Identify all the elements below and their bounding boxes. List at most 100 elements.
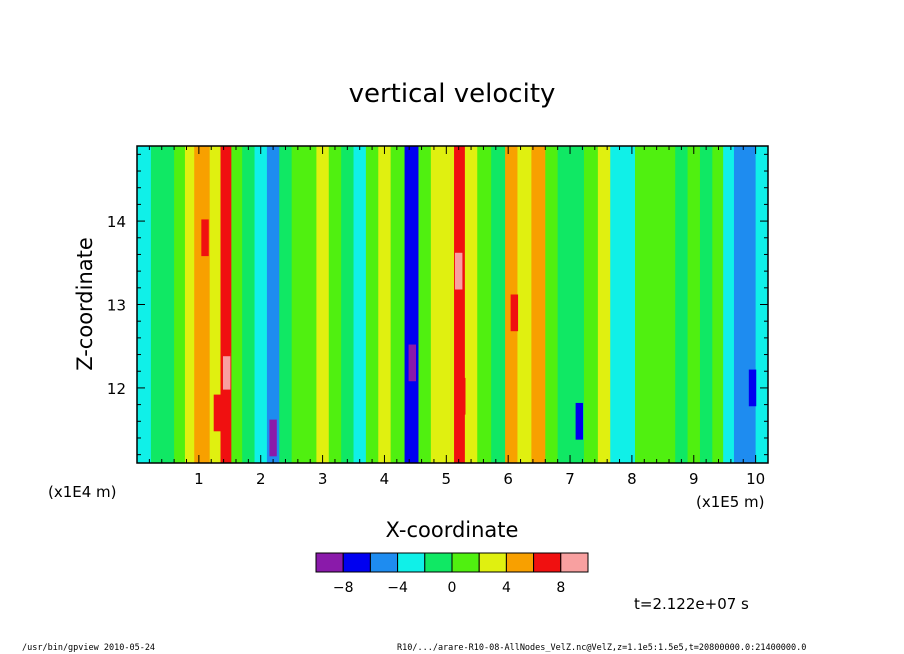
heatmap-column bbox=[622, 146, 636, 463]
heatmap-column bbox=[150, 146, 163, 463]
heatmap-column bbox=[174, 146, 186, 463]
colorbar-swatch bbox=[560, 552, 589, 573]
heatmap-field bbox=[137, 146, 768, 463]
heatmap-column bbox=[220, 146, 232, 463]
heatmap-column bbox=[477, 146, 492, 463]
heatmap-column bbox=[254, 146, 268, 463]
colorbar-swatch bbox=[315, 552, 344, 573]
x-axis-ticks: 1 2 3 4 5 6 7 8 9 10 bbox=[148, 146, 769, 488]
heatmap-column bbox=[454, 146, 466, 463]
heatmap-cell bbox=[575, 402, 584, 440]
heatmap-cell bbox=[454, 252, 463, 290]
colorbar-label: −8 bbox=[333, 580, 354, 596]
chart-title: vertical velocity bbox=[349, 79, 556, 109]
colorbar-labels: −8 −4 0 4 8 bbox=[333, 580, 565, 596]
heatmap-column bbox=[583, 146, 599, 463]
heatmap-column bbox=[404, 146, 419, 463]
heatmap-column bbox=[378, 146, 392, 463]
footer-right: R10/.../arare-R10-08-AllNodes_VelZ.nc@Ve… bbox=[397, 643, 806, 653]
x-tick-label: 5 bbox=[442, 470, 452, 488]
heatmap-column bbox=[365, 146, 379, 463]
heatmap-column bbox=[201, 146, 211, 463]
y-axis-label: Z-coordinate bbox=[73, 237, 97, 371]
heatmap-column bbox=[491, 146, 506, 463]
colorbar-swatch bbox=[397, 552, 426, 573]
heatmap-column bbox=[266, 146, 280, 463]
colorbar-swatch bbox=[342, 552, 371, 573]
y-scale-label: (x1E4 m) bbox=[48, 483, 117, 501]
heatmap-column bbox=[570, 146, 585, 463]
x-tick-label: 3 bbox=[318, 470, 328, 488]
heatmap-column bbox=[279, 146, 293, 463]
heatmap-cell bbox=[269, 419, 277, 457]
heatmap-column bbox=[531, 146, 546, 463]
colorbar bbox=[315, 552, 589, 573]
heatmap-column bbox=[209, 146, 222, 463]
x-tick-label: 10 bbox=[746, 470, 765, 488]
x-tick-label: 8 bbox=[627, 470, 637, 488]
heatmap-column bbox=[353, 146, 367, 463]
colorbar-swatch bbox=[451, 552, 480, 573]
x-tick-label: 6 bbox=[503, 470, 513, 488]
heatmap-cell bbox=[458, 377, 466, 415]
heatmap-column bbox=[328, 146, 342, 463]
heatmap-column bbox=[316, 146, 330, 463]
x-tick-label: 2 bbox=[256, 470, 266, 488]
heatmap-column bbox=[557, 146, 571, 463]
heatmap-column bbox=[517, 146, 532, 463]
heatmap-cell bbox=[748, 369, 757, 407]
heatmap-column bbox=[699, 146, 713, 463]
x-tick-label: 1 bbox=[194, 470, 204, 488]
heatmap-column bbox=[430, 146, 444, 463]
heatmap-column bbox=[662, 146, 676, 463]
heatmap-column bbox=[341, 146, 355, 463]
colorbar-swatch bbox=[505, 552, 535, 573]
y-tick-label: 12 bbox=[107, 380, 126, 398]
heatmap-column bbox=[545, 146, 559, 463]
heatmap-column bbox=[231, 146, 243, 463]
heatmap-cell bbox=[408, 344, 417, 382]
heatmap-column bbox=[161, 146, 175, 463]
heatmap-column bbox=[184, 146, 195, 463]
heatmap-column bbox=[291, 146, 305, 463]
heatmap-column bbox=[634, 146, 650, 463]
heatmap-column bbox=[443, 146, 455, 463]
colorbar-swatch bbox=[478, 552, 507, 573]
y-tick-label: 13 bbox=[107, 297, 126, 315]
heatmap-column bbox=[723, 146, 735, 463]
heatmap-cells bbox=[201, 219, 757, 457]
x-tick-label: 4 bbox=[380, 470, 390, 488]
heatmap-column bbox=[194, 146, 203, 463]
colorbar-label: 0 bbox=[448, 580, 457, 596]
colorbar-label: 4 bbox=[502, 580, 511, 596]
heatmap-column bbox=[464, 146, 478, 463]
heatmap-column bbox=[648, 146, 664, 463]
heatmap-column bbox=[304, 146, 317, 463]
heatmap-cell bbox=[222, 352, 231, 390]
y-axis-ticks: 12 13 14 bbox=[107, 153, 768, 456]
colorbar-label: −4 bbox=[387, 580, 408, 596]
colorbar-label: 8 bbox=[556, 580, 565, 596]
heatmap-columns bbox=[137, 146, 768, 463]
heatmap-column bbox=[687, 146, 701, 463]
heatmap-column bbox=[733, 146, 746, 463]
footer-left: /usr/bin/gpview 2010-05-24 bbox=[22, 643, 155, 653]
heatmap-cell bbox=[201, 219, 209, 257]
heatmap-cell bbox=[222, 319, 231, 357]
heatmap-column bbox=[744, 146, 757, 463]
heatmap-column bbox=[610, 146, 624, 463]
time-label: t=2.122e+07 s bbox=[634, 595, 749, 613]
heatmap-cell bbox=[510, 294, 519, 332]
x-axis-label: X-coordinate bbox=[386, 518, 519, 542]
heatmap-column bbox=[712, 146, 724, 463]
colorbar-swatch bbox=[424, 552, 453, 573]
heatmap-cell bbox=[213, 394, 222, 432]
heatmap-column bbox=[418, 146, 432, 463]
colorbar-swatch bbox=[369, 552, 399, 573]
heatmap-column bbox=[597, 146, 611, 463]
y-tick-label: 14 bbox=[107, 213, 126, 231]
heatmap-column bbox=[675, 146, 689, 463]
heatmap-column bbox=[390, 146, 406, 463]
heatmap-column bbox=[242, 146, 256, 463]
